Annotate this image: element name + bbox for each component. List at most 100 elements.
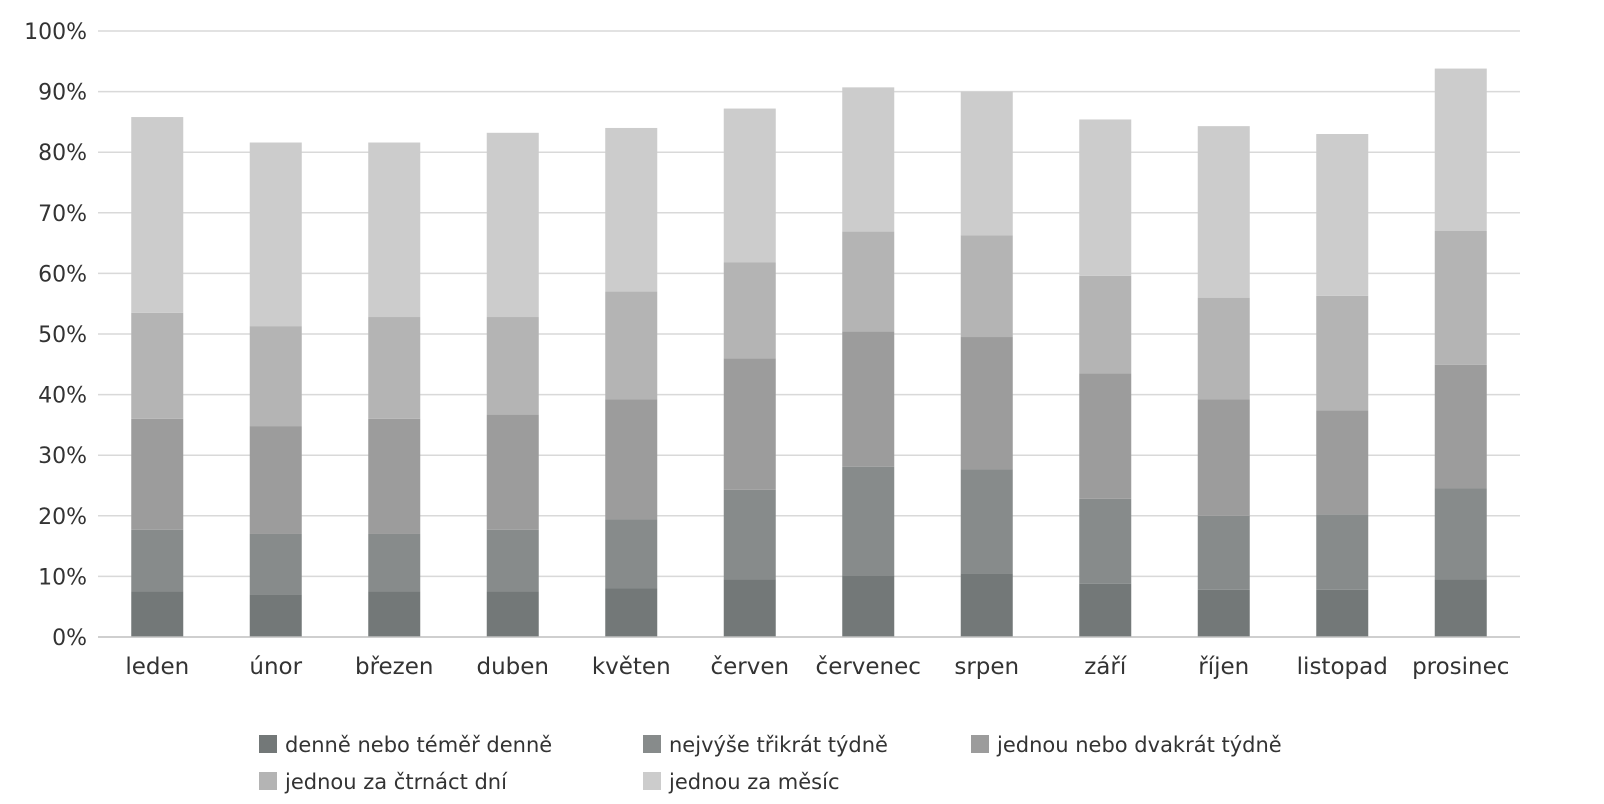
y-tick-label: 90% bbox=[38, 81, 87, 106]
x-tick-label: leden bbox=[125, 654, 189, 680]
bar-segment-červen-1 bbox=[723, 579, 776, 637]
y-tick-label: 60% bbox=[38, 262, 87, 287]
bar-segment-květen-5 bbox=[605, 127, 658, 292]
bar-segment-září-1 bbox=[1079, 583, 1132, 637]
bar-segment-prosinec-1 bbox=[1434, 579, 1487, 637]
y-tick-label: 0% bbox=[52, 626, 87, 651]
bar-segment-říjen-5 bbox=[1197, 126, 1250, 298]
bar-segment-květen-2 bbox=[605, 519, 658, 589]
bar-segment-prosinec-4 bbox=[1434, 230, 1487, 365]
bar-segment-červen-2 bbox=[723, 489, 776, 580]
bar-segment-leden-5 bbox=[131, 117, 184, 313]
bar-segment-srpen-5 bbox=[960, 91, 1013, 236]
bar-segment-srpen-3 bbox=[960, 337, 1013, 470]
bar-segment-březen-3 bbox=[368, 418, 421, 534]
bar-segment-leden-2 bbox=[131, 529, 184, 592]
bar-segment-prosinec-3 bbox=[1434, 364, 1487, 489]
bar-segment-květen-4 bbox=[605, 291, 658, 400]
legend-item: denně nebo téměř denně bbox=[259, 733, 552, 757]
bar-segment-únor-3 bbox=[249, 426, 302, 534]
bar-segment-červenec-1 bbox=[842, 575, 895, 637]
bar-segment-listopad-1 bbox=[1316, 589, 1369, 637]
bar-segment-srpen-2 bbox=[960, 469, 1013, 574]
y-tick-label: 20% bbox=[38, 505, 87, 530]
y-tick-label: 10% bbox=[38, 565, 87, 590]
bar-segment-říjen-2 bbox=[1197, 515, 1250, 590]
x-tick-label: říjen bbox=[1198, 654, 1249, 680]
legend-item: nejvýše třikrát týdně bbox=[643, 733, 888, 757]
legend-item: jednou nebo dvakrát týdně bbox=[971, 733, 1282, 757]
bar-segment-listopad-4 bbox=[1316, 295, 1369, 411]
bar-segment-únor-5 bbox=[249, 142, 302, 327]
bar-segment-květen-3 bbox=[605, 399, 658, 520]
bar-segment-červen-5 bbox=[723, 108, 776, 263]
bar-segment-červenec-2 bbox=[842, 466, 895, 576]
bar-segment-říjen-1 bbox=[1197, 589, 1250, 637]
bar-segment-duben-3 bbox=[486, 414, 539, 530]
x-tick-label: červenec bbox=[816, 654, 921, 680]
bar-segment-leden-1 bbox=[131, 591, 184, 637]
bar-segment-duben-2 bbox=[486, 529, 539, 592]
x-tick-label: prosinec bbox=[1412, 654, 1509, 680]
bar-segment-srpen-4 bbox=[960, 235, 1013, 338]
x-tick-label: únor bbox=[249, 654, 302, 680]
legend-swatch bbox=[259, 735, 277, 753]
bar-segment-říjen-3 bbox=[1197, 399, 1250, 516]
legend-label: denně nebo téměř denně bbox=[285, 733, 552, 757]
y-tick-label: 40% bbox=[38, 384, 87, 409]
y-tick-label: 50% bbox=[38, 323, 87, 348]
bar-segment-listopad-2 bbox=[1316, 514, 1369, 590]
bar-segment-květen-1 bbox=[605, 588, 658, 637]
x-tick-label: březen bbox=[355, 654, 434, 680]
legend-label: jednou za měsíc bbox=[668, 770, 840, 794]
y-tick-label: 30% bbox=[38, 444, 87, 469]
bar-segment-září-3 bbox=[1079, 373, 1132, 499]
y-tick-label: 80% bbox=[38, 141, 87, 166]
bar-segment-prosinec-5 bbox=[1434, 68, 1487, 231]
y-tick-label: 100% bbox=[24, 20, 87, 45]
legend-label: jednou nebo dvakrát týdně bbox=[996, 733, 1282, 757]
x-tick-label: duben bbox=[476, 654, 549, 680]
bar-segment-září-4 bbox=[1079, 275, 1132, 374]
bar-segment-červen-4 bbox=[723, 262, 776, 359]
legend-label: nejvýše třikrát týdně bbox=[669, 733, 888, 757]
bar-segment-září-2 bbox=[1079, 498, 1132, 584]
bar-segment-srpen-1 bbox=[960, 573, 1013, 637]
bar-segment-únor-1 bbox=[249, 594, 302, 637]
legend-swatch bbox=[971, 735, 989, 753]
legend-item: jednou za čtrnáct dní bbox=[259, 770, 508, 794]
legend-label: jednou za čtrnáct dní bbox=[284, 770, 508, 794]
legend-swatch bbox=[643, 735, 661, 753]
bar-segment-březen-2 bbox=[368, 533, 421, 592]
bar-segment-duben-4 bbox=[486, 317, 539, 415]
bar-segment-červenec-3 bbox=[842, 331, 895, 467]
bar-segment-únor-2 bbox=[249, 533, 302, 595]
x-tick-label: listopad bbox=[1297, 654, 1388, 680]
bar-segment-leden-3 bbox=[131, 418, 184, 530]
bar-segment-únor-4 bbox=[249, 326, 302, 427]
bar-segment-říjen-4 bbox=[1197, 297, 1250, 400]
bar-segment-březen-4 bbox=[368, 317, 421, 419]
x-tick-label: srpen bbox=[954, 654, 1019, 680]
legend-item: jednou za měsíc bbox=[643, 770, 840, 794]
bar-segment-červenec-4 bbox=[842, 231, 895, 332]
x-tick-label: červen bbox=[710, 654, 789, 680]
x-tick-label: květen bbox=[592, 654, 671, 680]
legend-swatch bbox=[259, 772, 277, 790]
legend-swatch bbox=[643, 772, 661, 790]
bar-segment-leden-4 bbox=[131, 312, 184, 419]
bar-segment-červen-3 bbox=[723, 358, 776, 490]
bar-segment-duben-5 bbox=[486, 132, 539, 318]
bar-segment-březen-1 bbox=[368, 591, 421, 637]
bar-segment-červenec-5 bbox=[842, 87, 895, 232]
bar-segment-září-5 bbox=[1079, 119, 1132, 276]
x-tick-label: září bbox=[1084, 654, 1127, 680]
bar-segment-listopad-5 bbox=[1316, 134, 1369, 296]
bar-segment-prosinec-2 bbox=[1434, 488, 1487, 580]
bar-segment-březen-5 bbox=[368, 142, 421, 318]
bar-segment-duben-1 bbox=[486, 591, 539, 637]
y-tick-label: 70% bbox=[38, 202, 87, 227]
bar-segment-listopad-3 bbox=[1316, 410, 1369, 515]
